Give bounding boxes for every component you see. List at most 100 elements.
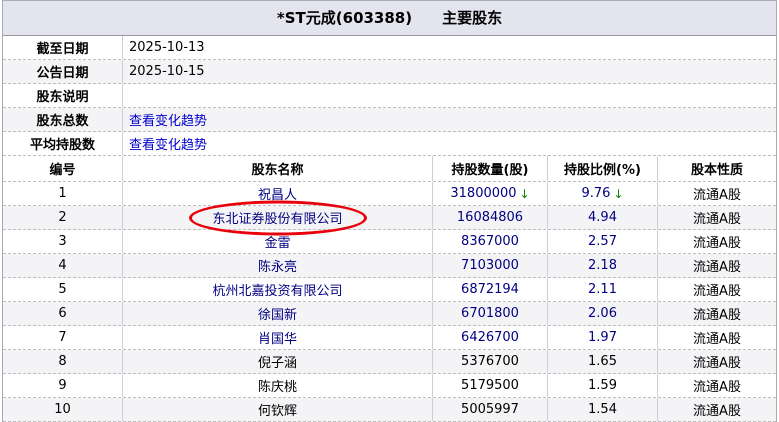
cell-shares-count: 6701800 bbox=[433, 302, 548, 325]
shares-ratio-text: 2.18 bbox=[588, 258, 617, 273]
shares-ratio-text: 9.76 bbox=[581, 186, 611, 201]
shareholder-name-text[interactable]: 东北证券股份有限公司 bbox=[212, 212, 343, 227]
cell-shareholder-name: 祝昌人 bbox=[123, 182, 433, 205]
cell-row-number: 1 bbox=[3, 182, 123, 205]
header-shareholder-name: 股东名称 bbox=[123, 156, 433, 181]
cell-row-number: 2 bbox=[3, 206, 123, 229]
info-row-label: 公告日期 bbox=[3, 60, 123, 83]
shares-ratio-text: 4.94 bbox=[588, 210, 617, 225]
cell-shares-count: 5376700 bbox=[433, 350, 548, 373]
info-row-value bbox=[123, 84, 776, 107]
cell-shares-ratio: 4.94 bbox=[548, 206, 658, 229]
cell-share-type: 流通A股 bbox=[693, 188, 741, 203]
shareholder-name-text: 陈庆桃 bbox=[257, 380, 297, 395]
shares-ratio-text: 2.57 bbox=[588, 234, 617, 249]
cell-shares-ratio: 2.06 bbox=[548, 302, 658, 325]
info-row-label: 平均持股数 bbox=[3, 132, 123, 155]
shares-ratio-text: 2.06 bbox=[588, 306, 617, 321]
shares-count-text: 6872194 bbox=[461, 282, 519, 297]
table-body: 1 祝昌人 31800000 ↓ 9.76 ↓ 流通A股 2 东北证券股份有限公司 … bbox=[3, 182, 776, 422]
shareholder-name-text[interactable]: 祝昌人 bbox=[257, 188, 297, 203]
shareholder-name-text: 何钦辉 bbox=[257, 404, 297, 419]
cell-shares-ratio: 1.59 bbox=[548, 374, 658, 397]
cell-row-number: 9 bbox=[3, 374, 123, 397]
info-row: 公告日期 2025-10-15 bbox=[3, 60, 776, 84]
cell-shares-ratio: 9.76 ↓ bbox=[548, 182, 658, 205]
header-number: 编号 bbox=[3, 156, 123, 181]
cell-shareholder-name: 倪子涵 bbox=[123, 350, 433, 373]
cell-shares-ratio: 1.65 bbox=[548, 350, 658, 373]
table-row: 1 祝昌人 31800000 ↓ 9.76 ↓ 流通A股 bbox=[3, 182, 776, 206]
shares-count-text: 6701800 bbox=[461, 306, 519, 321]
cell-shares-count: 7103000 bbox=[433, 254, 548, 277]
cell-share-type: 流通A股 bbox=[693, 332, 741, 347]
cell-share-type: 流通A股 bbox=[693, 404, 741, 419]
table-row: 4 陈永亮 7103000 2.18 流通A股 bbox=[3, 254, 776, 278]
shareholder-name-text[interactable]: 徐国新 bbox=[257, 308, 297, 323]
shares-ratio-text: 2.11 bbox=[588, 282, 617, 297]
cell-shares-ratio: 1.54 bbox=[548, 398, 658, 421]
cell-shareholder-name: 金雷 bbox=[123, 230, 433, 253]
cell-shares-count: 5179500 bbox=[433, 374, 548, 397]
cell-shareholder-name: 陈永亮 bbox=[123, 254, 433, 277]
shares-count-text: 5005997 bbox=[461, 402, 519, 417]
shares-count-text: 31800000 bbox=[450, 186, 517, 201]
shareholder-name-text[interactable]: 肖国华 bbox=[257, 332, 297, 347]
cell-shareholder-name: 徐国新 bbox=[123, 302, 433, 325]
shares-ratio-text: 1.65 bbox=[588, 354, 617, 369]
shares-count-text: 16084806 bbox=[456, 210, 524, 225]
cell-shares-ratio: 2.18 bbox=[548, 254, 658, 277]
info-row-label: 截至日期 bbox=[3, 36, 123, 59]
cell-row-number: 6 bbox=[3, 302, 123, 325]
page-title: *ST元成(603388) 主要股东 bbox=[3, 1, 776, 36]
shareholder-name-text[interactable]: 杭州北嘉投资有限公司 bbox=[212, 284, 343, 299]
cell-shareholder-name: 肖国华 bbox=[123, 326, 433, 349]
cell-row-number: 10 bbox=[3, 398, 123, 421]
view-trend-link[interactable]: 查看变化趋势 bbox=[129, 138, 208, 153]
cell-shares-count: 8367000 bbox=[433, 230, 548, 253]
cell-row-number: 7 bbox=[3, 326, 123, 349]
shareholder-name-text[interactable]: 陈永亮 bbox=[257, 260, 297, 275]
shares-ratio-text: 1.97 bbox=[588, 330, 617, 345]
shareholder-name-text: 倪子涵 bbox=[257, 356, 297, 371]
table-row: 7 肖国华 6426700 1.97 流通A股 bbox=[3, 326, 776, 350]
shares-ratio-text: 1.59 bbox=[588, 378, 617, 393]
cell-share-type: 流通A股 bbox=[693, 284, 741, 299]
table-row: 6 徐国新 6701800 2.06 流通A股 bbox=[3, 302, 776, 326]
cell-share-type: 流通A股 bbox=[693, 308, 741, 323]
shares-count-text: 6426700 bbox=[461, 330, 519, 345]
table-header-row: 编号 股东名称 持股数量(股) 持股比例(%) 股本性质 bbox=[3, 156, 776, 182]
cell-row-number: 8 bbox=[3, 350, 123, 373]
cell-share-type: 流通A股 bbox=[693, 236, 741, 251]
cell-share-type: 流通A股 bbox=[693, 260, 741, 275]
shares-count-text: 5376700 bbox=[461, 354, 519, 369]
shares-ratio-text: 1.54 bbox=[588, 402, 617, 417]
cell-shares-count: 16084806 bbox=[433, 206, 548, 229]
down-arrow-icon: ↓ bbox=[519, 186, 530, 201]
header-shares-ratio: 持股比例(%) bbox=[548, 156, 658, 181]
cell-share-type: 流通A股 bbox=[693, 212, 741, 227]
shares-count-text: 8367000 bbox=[461, 234, 519, 249]
table-row: 10 何钦辉 5005997 1.54 流通A股 bbox=[3, 398, 776, 422]
shares-count-text: 5179500 bbox=[461, 378, 519, 393]
info-section: 截至日期 2025-10-13 公告日期 2025-10-15 股东说明 股东总… bbox=[3, 36, 776, 156]
cell-shareholder-name: 何钦辉 bbox=[123, 398, 433, 421]
cell-row-number: 3 bbox=[3, 230, 123, 253]
info-row-value: 2025-10-15 bbox=[129, 64, 205, 79]
cell-shares-ratio: 1.97 bbox=[548, 326, 658, 349]
header-share-type: 股本性质 bbox=[690, 163, 743, 178]
table-row: 3 金雷 8367000 2.57 流通A股 bbox=[3, 230, 776, 254]
info-row: 股东总数 查看变化趋势 bbox=[3, 108, 776, 132]
info-row: 截至日期 2025-10-13 bbox=[3, 36, 776, 60]
view-trend-link[interactable]: 查看变化趋势 bbox=[129, 114, 208, 129]
cell-shares-ratio: 2.11 bbox=[548, 278, 658, 301]
info-row-label: 股东总数 bbox=[3, 108, 123, 131]
shareholder-name-text[interactable]: 金雷 bbox=[264, 236, 291, 251]
table-row: 5 杭州北嘉投资有限公司 6872194 2.11 流通A股 bbox=[3, 278, 776, 302]
header-shares-count: 持股数量(股) bbox=[433, 156, 548, 181]
cell-row-number: 4 bbox=[3, 254, 123, 277]
down-arrow-icon: ↓ bbox=[613, 186, 624, 201]
cell-shares-count: 5005997 bbox=[433, 398, 548, 421]
cell-row-number: 5 bbox=[3, 278, 123, 301]
